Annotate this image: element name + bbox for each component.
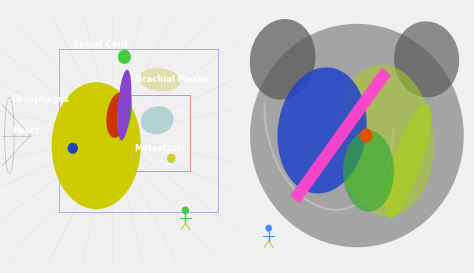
Ellipse shape bbox=[336, 65, 434, 216]
Bar bbox=[101, 95, 190, 171]
Text: Heart: Heart bbox=[12, 126, 38, 135]
Circle shape bbox=[182, 206, 189, 215]
Ellipse shape bbox=[141, 106, 173, 134]
Polygon shape bbox=[291, 68, 391, 203]
Ellipse shape bbox=[106, 93, 128, 138]
Circle shape bbox=[360, 128, 373, 143]
Ellipse shape bbox=[52, 82, 141, 209]
Ellipse shape bbox=[385, 103, 431, 218]
Ellipse shape bbox=[277, 67, 367, 194]
Text: Oesophagus: Oesophagus bbox=[12, 96, 70, 105]
Circle shape bbox=[68, 143, 78, 154]
Ellipse shape bbox=[117, 90, 132, 135]
Circle shape bbox=[265, 225, 272, 232]
Ellipse shape bbox=[343, 130, 394, 212]
Ellipse shape bbox=[250, 24, 464, 247]
Circle shape bbox=[167, 154, 175, 163]
Ellipse shape bbox=[394, 21, 459, 97]
Bar bbox=[59, 49, 218, 212]
Text: Spinal Cord: Spinal Cord bbox=[73, 40, 128, 49]
Text: Metastasis: Metastasis bbox=[134, 144, 185, 153]
Ellipse shape bbox=[250, 19, 315, 100]
Ellipse shape bbox=[138, 68, 181, 91]
Ellipse shape bbox=[118, 70, 131, 141]
Text: Brachial Plexus: Brachial Plexus bbox=[136, 75, 209, 84]
Circle shape bbox=[118, 50, 131, 64]
